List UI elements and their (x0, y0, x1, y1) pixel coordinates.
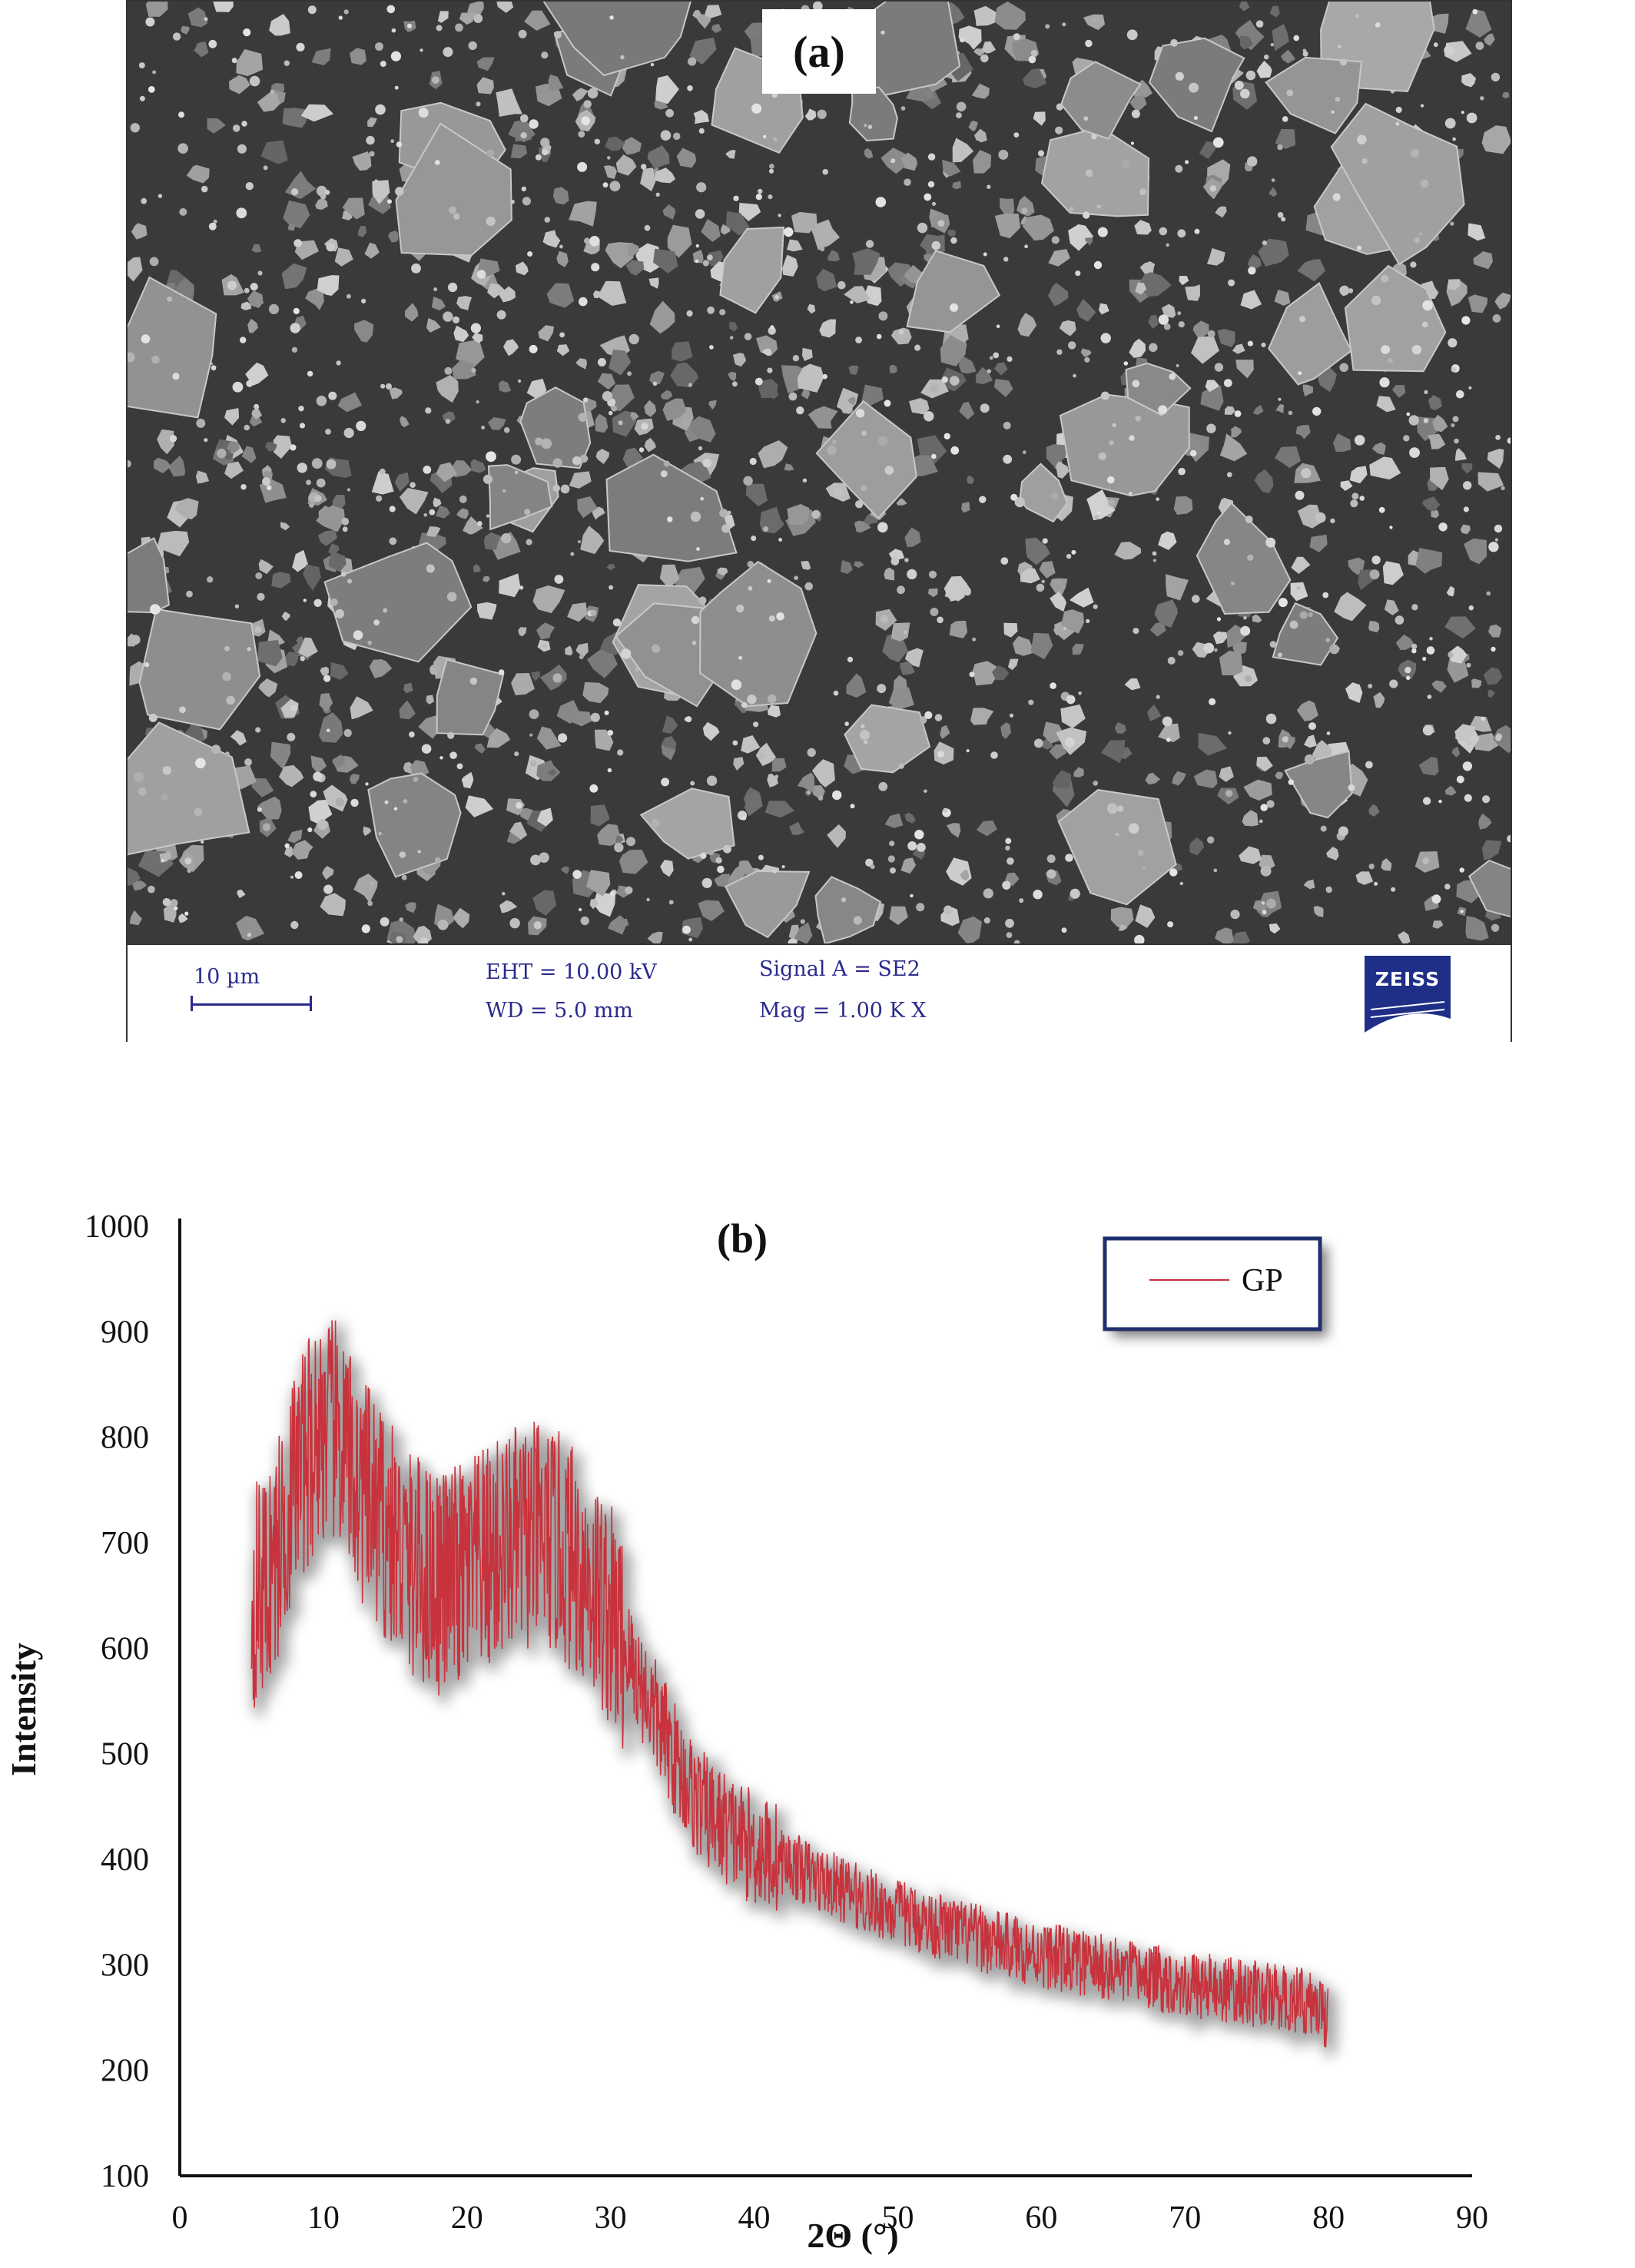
scale-bar-tick-right (310, 996, 312, 1011)
legend: GP (1103, 1236, 1328, 1337)
scale-bar-label: 10 µm (194, 965, 260, 989)
y-tick-label: 900 (101, 1315, 149, 1350)
series-shadow (250, 1316, 1338, 2056)
x-tick-label: 20 (451, 2200, 483, 2236)
y-tick-label: 300 (101, 1948, 149, 1983)
sem-micrograph-image (128, 2, 1511, 943)
y-axis-ticks: 100 200 300 400 500 600 700 800 900 1000 (85, 1209, 149, 2194)
x-tick-label: 70 (1169, 2200, 1201, 2236)
x-tick-label: 40 (738, 2200, 771, 2236)
y-tick-label: 400 (101, 1842, 149, 1878)
x-tick-label: 30 (595, 2200, 627, 2236)
eht-readout: EHT = 10.00 kV (486, 960, 657, 984)
y-axis-title: Intensity (4, 1643, 43, 1776)
y-tick-label: 100 (101, 2159, 149, 2194)
mag-readout: Mag = 1.00 K X (759, 999, 927, 1023)
zeiss-logo (1365, 956, 1451, 1033)
x-tick-label: 0 (172, 2200, 188, 2236)
x-tick-label: 60 (1025, 2200, 1057, 2236)
wd-readout: WD = 5.0 mm (486, 999, 633, 1023)
zeiss-logo-text: ZEISS (1375, 968, 1441, 990)
y-tick-label: 800 (101, 1421, 149, 1456)
scale-bar (191, 1003, 312, 1006)
y-tick-label: 500 (101, 1737, 149, 1772)
sem-micrograph-panel: (a) 10 µm EHT = 10.00 kV WD = 5.0 mm Sig… (126, 0, 1512, 1042)
x-tick-label: 10 (307, 2200, 340, 2236)
series-layer (250, 1316, 1338, 2056)
series-gp-line (250, 1320, 1329, 2048)
x-tick-label: 80 (1312, 2200, 1345, 2236)
legend-box (1103, 1236, 1322, 1331)
sem-particles-texture (128, 2, 1511, 943)
panel-a-label-box: (a) (762, 9, 876, 94)
sem-info-bar: 10 µm EHT = 10.00 kV WD = 5.0 mm Signal … (128, 943, 1511, 1042)
legend-label: GP (1242, 1263, 1283, 1298)
chart-title: (b) (717, 1215, 768, 1262)
x-axis-title: 2Θ (°) (807, 2216, 898, 2255)
scale-bar-tick-left (191, 996, 193, 1011)
y-tick-label: 200 (101, 2054, 149, 2089)
xrd-chart-panel: 100 200 300 400 500 600 700 800 900 1000 0 10 20 30 4… (0, 1183, 1635, 2268)
x-tick-label: 50 (881, 2200, 914, 2236)
x-tick-label: 90 (1456, 2200, 1488, 2236)
y-tick-label: 1000 (85, 1209, 149, 1245)
signal-readout: Signal A = SE2 (759, 957, 920, 981)
x-axis-ticks: 0 10 20 30 40 50 60 70 80 90 (172, 2200, 1489, 2236)
panel-a-label: (a) (793, 26, 845, 77)
xrd-chart: 100 200 300 400 500 600 700 800 900 1000 0 10 20 30 4… (4, 1209, 1489, 2255)
y-tick-label: 600 (101, 1631, 149, 1666)
y-tick-label: 700 (101, 1526, 149, 1561)
